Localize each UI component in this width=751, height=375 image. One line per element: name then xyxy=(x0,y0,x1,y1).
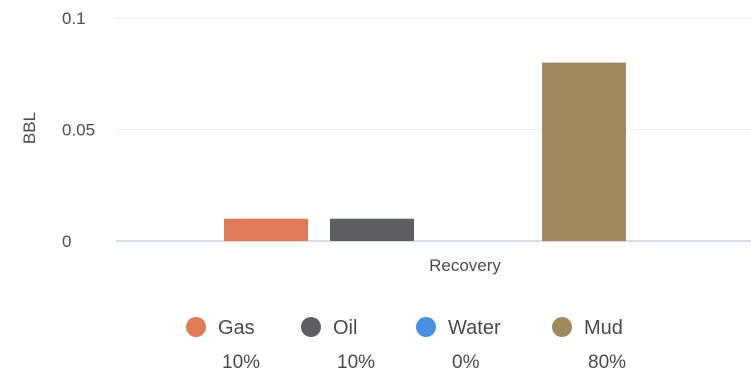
legend-label-gas[interactable]: Gas xyxy=(218,317,255,339)
legend-label-mud[interactable]: Mud xyxy=(584,317,623,339)
legend-label-oil[interactable]: Oil xyxy=(333,317,357,339)
legend-percent-oil: 10% xyxy=(337,352,375,373)
y-axis-ticks: 0 0.05 0.1 xyxy=(62,9,95,251)
legend-marker-gas[interactable] xyxy=(186,317,206,337)
legend-marker-oil[interactable] xyxy=(301,317,321,337)
bar-oil[interactable] xyxy=(330,218,414,241)
gridlines xyxy=(116,17,751,130)
y-axis-title: BBL xyxy=(20,112,39,144)
bars xyxy=(224,62,626,241)
y-tick-label: 0.05 xyxy=(62,121,95,140)
y-tick-label: 0 xyxy=(62,232,71,251)
y-tick-label: 0.1 xyxy=(62,9,86,28)
legend: Gas 10% Oil 10% Water 0% Mud 80% xyxy=(186,317,626,373)
legend-percent-gas: 10% xyxy=(222,352,260,373)
legend-label-water[interactable]: Water xyxy=(448,317,501,339)
legend-marker-water[interactable] xyxy=(416,317,436,337)
x-axis-title: Recovery xyxy=(429,256,501,275)
bar-mud[interactable] xyxy=(542,62,626,241)
legend-marker-mud[interactable] xyxy=(552,317,572,337)
legend-percent-water: 0% xyxy=(452,352,480,373)
bar-gas[interactable] xyxy=(224,218,308,241)
legend-percent-mud: 80% xyxy=(588,352,626,373)
